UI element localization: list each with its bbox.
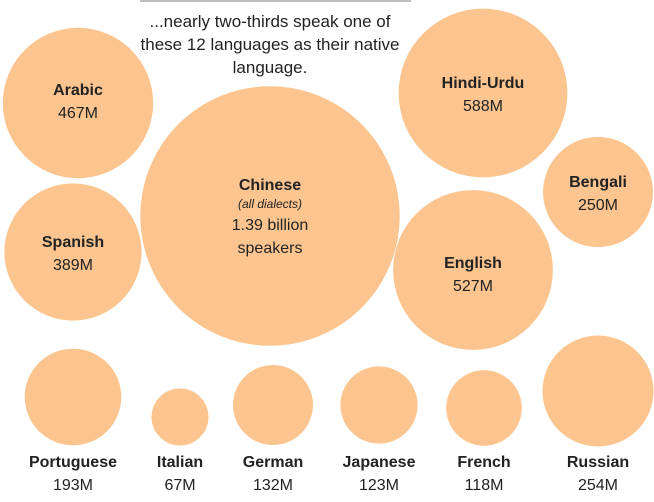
label-arabic: Arabic — [53, 82, 103, 99]
value-chinese-suffix: speakers — [238, 240, 303, 257]
label-german: German — [243, 454, 303, 471]
value-portuguese: 193M — [53, 477, 93, 494]
value-german: 132M — [253, 477, 293, 494]
bubble-russian — [542, 335, 654, 447]
value-italian: 67M — [164, 477, 195, 494]
bubble-bengali — [543, 137, 653, 247]
label-portuguese: Portuguese — [29, 454, 117, 471]
label-hindi-urdu: Hindi-Urdu — [442, 75, 525, 92]
label-english: English — [444, 255, 502, 272]
label-russian: Russian — [567, 454, 629, 471]
value-french: 118M — [465, 477, 504, 494]
label-japanese: Japanese — [343, 454, 416, 471]
bubble-german — [233, 365, 313, 445]
label-french: French — [457, 454, 510, 471]
label-chinese: Chinese — [239, 177, 301, 194]
label-spanish: Spanish — [42, 234, 104, 251]
bubble-italian — [151, 388, 209, 446]
value-arabic: 467M — [58, 105, 98, 122]
value-spanish: 389M — [53, 257, 93, 274]
bubble-spanish — [4, 183, 142, 321]
bubble-hindi-urdu — [398, 8, 568, 178]
label-bengali: Bengali — [569, 174, 627, 191]
bubble-chinese — [140, 86, 400, 346]
value-russian: 254M — [578, 477, 618, 494]
bubble-portuguese — [24, 348, 122, 446]
label-italian: Italian — [157, 454, 203, 471]
bubble-english — [393, 190, 553, 350]
value-bengali: 250M — [578, 197, 618, 214]
value-chinese: 1.39 billion — [232, 217, 309, 234]
bubble-french — [446, 370, 522, 446]
bubble-arabic — [2, 27, 154, 179]
value-english: 527M — [453, 278, 493, 295]
value-japanese: 123M — [359, 477, 399, 494]
bubble-japanese — [340, 366, 418, 444]
note-chinese: (all dialects) — [238, 197, 302, 211]
top-rule — [140, 0, 411, 2]
chart-subtitle: ...nearly two-thirds speak one of these … — [140, 12, 400, 77]
value-hindi-urdu: 588M — [463, 98, 503, 115]
